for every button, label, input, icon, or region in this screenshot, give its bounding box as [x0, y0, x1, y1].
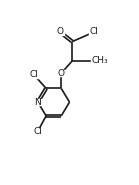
Bar [33, 128, 43, 134]
Bar [89, 29, 99, 35]
Text: Cl: Cl [90, 27, 99, 36]
Text: CH₃: CH₃ [91, 56, 108, 65]
Text: Cl: Cl [29, 70, 38, 79]
Bar [28, 72, 39, 78]
Text: O: O [58, 69, 65, 78]
Text: O: O [56, 27, 63, 36]
Bar [91, 58, 104, 64]
Bar [56, 29, 64, 35]
Bar [57, 70, 65, 76]
Text: Cl: Cl [33, 127, 42, 136]
Text: N: N [34, 98, 41, 107]
Bar [34, 99, 42, 105]
